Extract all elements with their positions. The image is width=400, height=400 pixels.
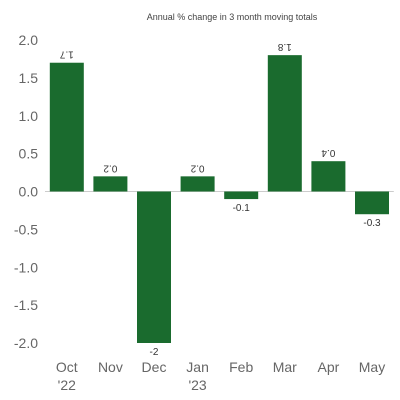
data-label: 1.8 bbox=[277, 41, 291, 52]
data-label: -2 bbox=[150, 347, 159, 358]
bar bbox=[49, 62, 84, 192]
y-tick-label: 0.0 bbox=[19, 184, 39, 200]
x-axis-ticks: Oct '22 Nov Dec Jan '23 Feb Mar Apr May bbox=[56, 359, 385, 393]
data-label: -0.1 bbox=[233, 203, 251, 214]
y-tick-label: -1.5 bbox=[14, 297, 38, 313]
y-tick-label: 2.0 bbox=[19, 32, 39, 48]
x-tick-label: Jan bbox=[186, 359, 209, 375]
y-axis-ticks: 2.0 1.5 1.0 0.5 0.0 -0.5 -1.0 -1.5 -2.0 bbox=[14, 32, 38, 351]
y-tick-label: -2.0 bbox=[14, 335, 38, 351]
bar bbox=[267, 55, 302, 192]
data-label: 0.2 bbox=[190, 162, 204, 173]
bars bbox=[49, 55, 389, 343]
y-tick-label: -0.5 bbox=[14, 221, 38, 237]
data-label: 0.2 bbox=[103, 162, 117, 173]
x-tick-label: May bbox=[359, 359, 385, 375]
x-tick-sublabel: '22 bbox=[58, 377, 76, 393]
x-tick-sublabel: '23 bbox=[188, 377, 206, 393]
x-tick-label: Oct bbox=[56, 359, 78, 375]
data-labels: 1.7 0.2 -2 0.2 -0.1 1.8 0.4 -0.3 bbox=[59, 41, 381, 358]
y-tick-label: 1.5 bbox=[19, 70, 39, 86]
y-tick-label: -1.0 bbox=[14, 259, 38, 275]
x-tick-label: Apr bbox=[318, 359, 340, 375]
data-label: -0.3 bbox=[363, 218, 381, 229]
x-tick-label: Mar bbox=[273, 359, 297, 375]
bar bbox=[355, 191, 389, 215]
data-label: 1.7 bbox=[59, 49, 73, 60]
y-tick-label: 1.0 bbox=[19, 108, 39, 124]
bar bbox=[311, 161, 346, 192]
y-tick-label: 0.5 bbox=[19, 146, 39, 162]
bar bbox=[137, 191, 171, 343]
chart-title: Annual % change in 3 month moving totals bbox=[147, 12, 318, 22]
data-label: 0.4 bbox=[321, 147, 335, 158]
x-tick-label: Nov bbox=[98, 359, 123, 375]
x-tick-label: Feb bbox=[229, 359, 253, 375]
x-tick-label: Dec bbox=[142, 359, 167, 375]
bar bbox=[93, 176, 128, 192]
bar bbox=[180, 176, 215, 192]
bar bbox=[224, 191, 259, 200]
